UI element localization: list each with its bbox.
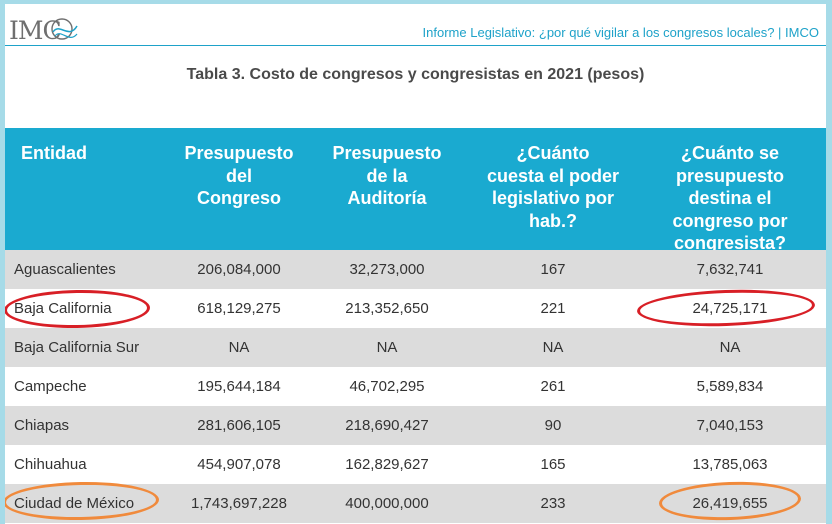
budget-congress: 195,644,184 <box>197 378 281 395</box>
header-line: cuesta el poder <box>486 165 620 186</box>
header-line: Presupuesto <box>332 143 442 163</box>
budget-audit: 213,352,650 <box>345 300 429 317</box>
header-line: ¿Cuánto se <box>680 143 779 163</box>
header-line: legislativo por <box>491 188 615 208</box>
cost-per-legislator: 5,589,834 <box>696 378 764 395</box>
entity-name: Campeche <box>14 378 87 395</box>
imco-logo-swirl-icon <box>51 18 78 40</box>
cost-per-inhabitant: NA <box>542 339 564 356</box>
budget-congress: 206,084,000 <box>197 261 281 278</box>
table-title: Tabla 3. Costo de congresos y congresist… <box>186 66 645 83</box>
budget-audit: 32,273,000 <box>349 261 425 278</box>
header-line: destina el <box>688 188 772 208</box>
header-line: hab.? <box>529 210 577 231</box>
document-page: IMC Informe Legislativo: ¿por qué vigila… <box>5 4 826 524</box>
table-row: Chiapas 281,606,105 218,690,427 90 7,040… <box>5 406 826 445</box>
budget-congress: 454,907,078 <box>197 456 281 473</box>
header-line: congresista? <box>673 233 787 253</box>
table-row: Chihuahua 454,907,078 162,829,627 165 13… <box>5 445 826 484</box>
page-header: IMC Informe Legislativo: ¿por qué vigila… <box>5 4 826 50</box>
header-line: Auditoría <box>347 188 427 208</box>
entity-name: Baja California <box>14 300 112 317</box>
cost-per-legislator: 26,419,655 <box>692 495 768 512</box>
header-line: de la <box>366 165 408 186</box>
entity-name: Chihuahua <box>14 456 87 473</box>
column-header-presupuesto-auditoria: Presupuesto de la Auditoría <box>317 142 457 210</box>
entity-name: Aguascalientes <box>14 261 116 278</box>
cost-per-inhabitant: 90 <box>544 417 562 434</box>
column-header-costo-por-congresista: ¿Cuánto se presupuesto destina el congre… <box>645 142 815 255</box>
table-row: Aguascalientes 206,084,000 32,273,000 16… <box>5 250 826 289</box>
report-title: Informe Legislativo: ¿por qué vigilar a … <box>422 25 819 40</box>
cost-per-inhabitant: 233 <box>540 495 566 512</box>
cost-per-inhabitant: 221 <box>540 300 566 317</box>
budget-congress: 618,129,275 <box>197 300 281 317</box>
column-header-presupuesto-congreso: Presupuesto del Congreso <box>169 142 309 210</box>
cost-per-inhabitant: 165 <box>540 456 566 473</box>
budget-audit: 218,690,427 <box>345 417 429 434</box>
table-row: Baja California Sur NA NA NA NA <box>5 328 826 367</box>
imco-logo: IMC <box>9 16 62 45</box>
table-row: Baja California 618,129,275 213,352,650 … <box>5 289 826 328</box>
budget-congress: NA <box>228 339 250 356</box>
budget-audit: 46,702,295 <box>349 378 425 395</box>
column-header-costo-por-habitante: ¿Cuánto cuesta el poder legislativo por … <box>467 142 639 232</box>
header-line: del <box>225 165 252 186</box>
header-divider <box>5 45 826 46</box>
cost-per-inhabitant: 261 <box>540 378 566 395</box>
header-line: Congreso <box>196 188 281 208</box>
budget-audit: NA <box>376 339 398 356</box>
entity-name: Chiapas <box>14 417 70 434</box>
table-header: Entidad Presupuesto del Congreso Presupu… <box>5 128 826 254</box>
header-line: Presupuesto <box>184 143 294 163</box>
header-line: ¿Cuánto <box>516 143 590 163</box>
budget-congress: 281,606,105 <box>197 417 281 434</box>
budget-audit: 400,000,000 <box>345 495 429 512</box>
budget-audit: 162,829,627 <box>345 456 429 473</box>
cost-per-legislator: 24,725,171 <box>692 300 768 317</box>
cost-per-legislator: 7,632,741 <box>696 261 764 278</box>
cost-per-legislator: NA <box>719 339 741 356</box>
table-row: Ciudad de México 1,743,697,228 400,000,0… <box>5 484 826 523</box>
entity-name: Baja California Sur <box>14 339 140 356</box>
header-line: presupuesto <box>675 165 785 186</box>
entity-name: Ciudad de México <box>14 495 135 512</box>
header-line: Entidad <box>21 143 87 163</box>
budget-congress: 1,743,697,228 <box>191 495 287 512</box>
column-header-entidad: Entidad <box>21 142 131 165</box>
cost-per-legislator: 13,785,063 <box>692 456 768 473</box>
table-row: Campeche 195,644,184 46,702,295 261 5,58… <box>5 367 826 406</box>
header-line: congreso por <box>672 210 788 231</box>
cost-per-legislator: 7,040,153 <box>696 417 764 434</box>
cost-per-inhabitant: 167 <box>540 261 566 278</box>
